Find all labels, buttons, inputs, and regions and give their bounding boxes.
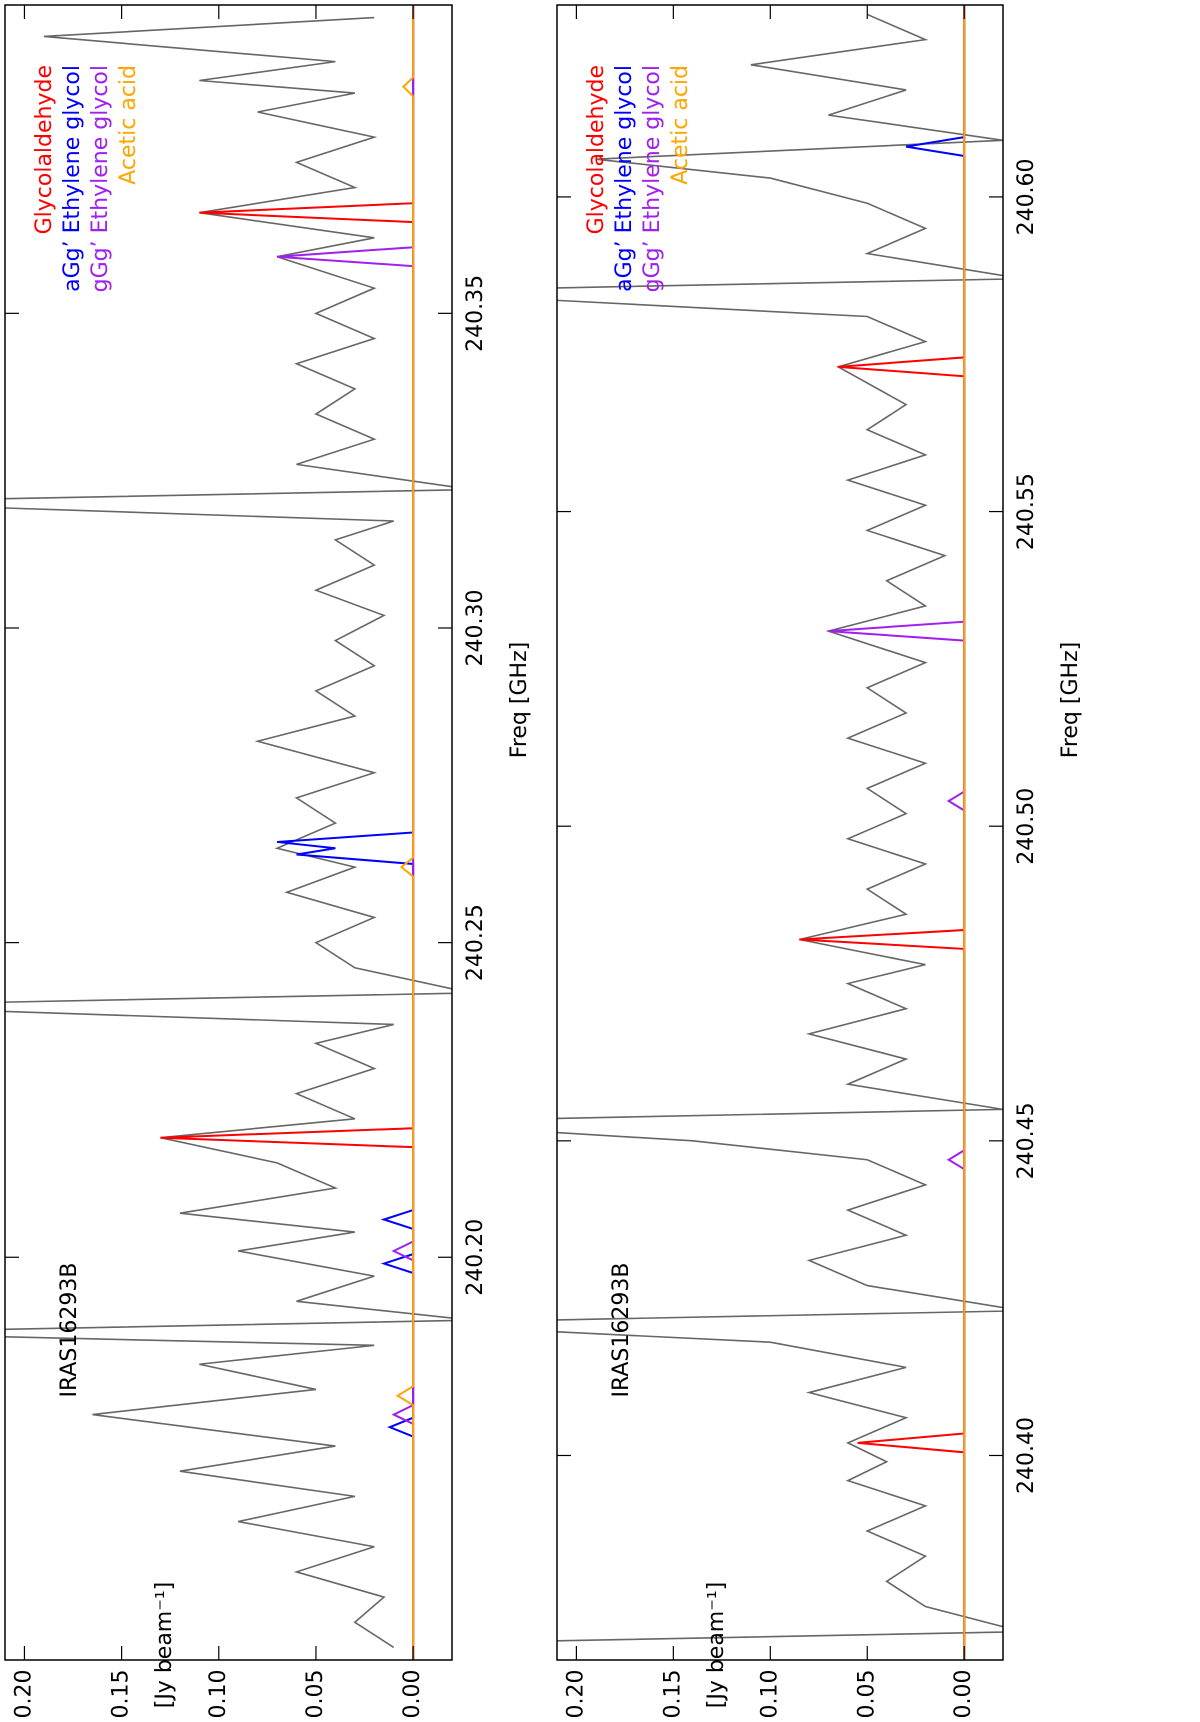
model-line [277, 5, 415, 1660]
x-tick-label: 240.50 [1014, 788, 1039, 865]
y-tick-label: 0.10 [206, 1670, 231, 1719]
model-line [905, 5, 966, 1660]
x-tick-label: 240.40 [1014, 1417, 1039, 1494]
y-tick-label: 0.00 [951, 1670, 976, 1719]
y-tick-label: 0.05 [303, 1670, 328, 1719]
x-tick-label: 240.30 [463, 589, 488, 666]
model-line [828, 5, 966, 1660]
legend-entry: Acetic acid [116, 65, 141, 185]
spectrum [557, 13, 1003, 1642]
x-axis-title: Freq [GHz] [507, 642, 532, 758]
frame [4, 4, 453, 1661]
model-line [160, 5, 415, 1660]
plot-area [557, 5, 1003, 1660]
x-tick-label: 240.55 [1014, 473, 1039, 550]
y-tick-label: 0.20 [11, 1670, 36, 1719]
annotation: IRAS16293B [609, 1263, 634, 1398]
legend-entry: Glycolaldehyde [32, 65, 57, 234]
legend-entry: gGg’ Ethylene glycol [640, 65, 665, 292]
y-tick-label: 0.05 [854, 1670, 879, 1719]
x-tick-label: 240.35 [463, 275, 488, 352]
x-tick-label: 240.60 [1014, 158, 1039, 235]
y-tick-label: 0.15 [660, 1670, 685, 1719]
y-axis-title: [Jy beam⁻¹] [152, 1582, 177, 1709]
y-tick-label: 0.10 [757, 1670, 782, 1719]
y-tick-label: 0.00 [400, 1670, 425, 1719]
x-axis-title: Freq [GHz] [1058, 642, 1083, 758]
legend-entry: Acetic acid [668, 65, 693, 185]
model-line [276, 5, 415, 1660]
model-line [799, 5, 966, 1660]
legend-entry: aGg’ Ethylene glycol [612, 65, 637, 292]
model-line [395, 5, 415, 1660]
frame [556, 4, 1004, 1661]
legend-entry: gGg’ Ethylene glycol [88, 65, 113, 292]
legend-entry: Glycolaldehyde [584, 65, 609, 234]
x-tick-label: 240.25 [463, 904, 488, 981]
plot-area [5, 5, 452, 1660]
legend-entry: aGg’ Ethylene glycol [60, 65, 85, 292]
y-axis-title: [Jy beam⁻¹] [704, 1582, 729, 1709]
y-tick-label: 0.20 [563, 1670, 588, 1719]
y-tick-label: 0.15 [109, 1670, 134, 1719]
x-tick-label: 240.45 [1014, 1102, 1039, 1179]
annotation: IRAS16293B [57, 1263, 82, 1398]
spectrum [5, 16, 452, 1649]
x-tick-label: 240.20 [463, 1219, 488, 1296]
